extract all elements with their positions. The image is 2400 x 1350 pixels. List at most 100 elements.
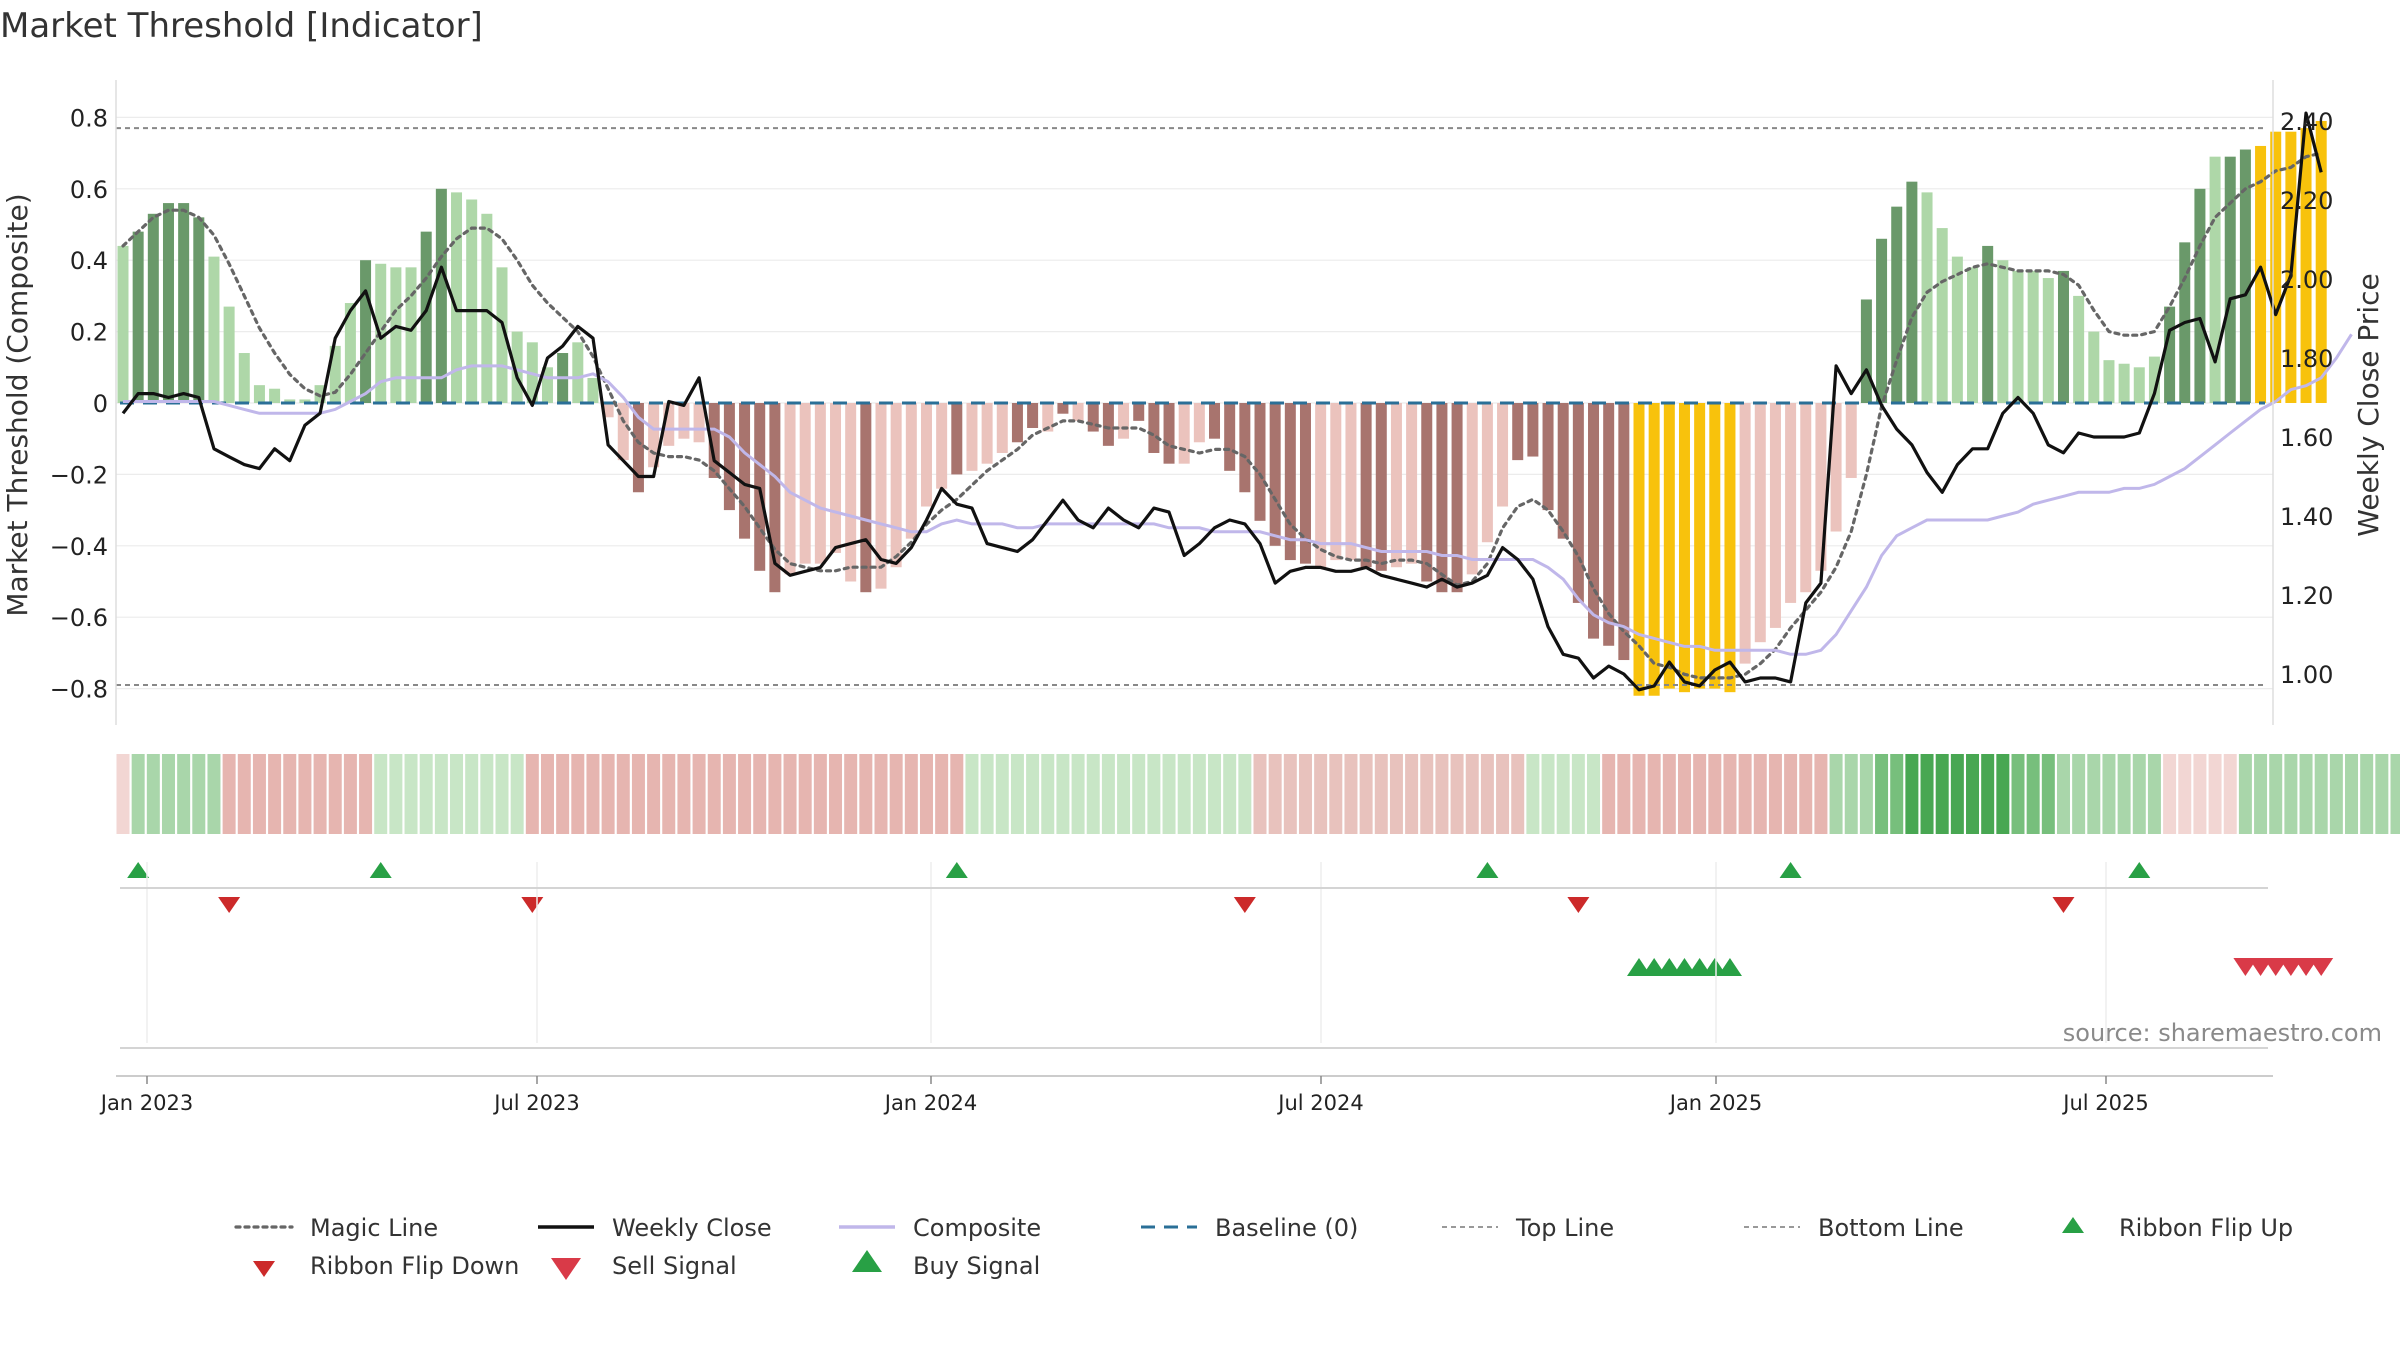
composite-bar (1921, 192, 1933, 403)
ribbon-segment (722, 754, 736, 834)
composite-bar (2042, 278, 2054, 403)
ribbon-segment (889, 754, 903, 834)
ribbon-segment (1071, 754, 1085, 834)
legend-label: Magic Line (310, 1214, 438, 1242)
ribbon-segment (2208, 754, 2222, 834)
composite-bar (2057, 270, 2069, 403)
legend-swatch (852, 1250, 882, 1272)
ribbon-flip-down-marker (218, 897, 241, 913)
composite-bar (693, 403, 705, 443)
composite-bar (951, 403, 963, 475)
ribbon-segment (177, 754, 191, 834)
ribbon-segment (1450, 754, 1464, 834)
composite-bar (2209, 156, 2221, 403)
right-tick-label: 2.00 (2280, 266, 2333, 294)
ribbon-segment (2011, 754, 2025, 834)
composite-bar (1997, 260, 2009, 403)
ribbon-segment (1435, 754, 1449, 834)
ribbon-segment (1268, 754, 1282, 834)
magic-line (121, 151, 2323, 680)
ribbon-flip-up-marker (2128, 862, 2151, 878)
buy-signal-marker (1627, 958, 1651, 976)
ribbon-segment (116, 754, 130, 834)
composite-bar (1345, 403, 1357, 561)
sell-signal-marker (2263, 958, 2288, 976)
legend-label: Bottom Line (1818, 1214, 1964, 1242)
ribbon-segment (343, 754, 357, 834)
composite-bar (1542, 403, 1554, 511)
right-tick-label: 1.40 (2280, 503, 2333, 531)
left-tick-label: 0 (93, 390, 108, 418)
ribbon-segment (813, 754, 827, 834)
ribbon-segment (935, 754, 949, 834)
composite-bar (1663, 403, 1675, 689)
composite-bar (1102, 403, 1114, 446)
ribbon-segment (525, 754, 539, 834)
legend-item: Bottom Line (1744, 1214, 1964, 1242)
ribbon-segment (904, 754, 918, 834)
composite-bar (1315, 403, 1327, 568)
composite-bar (2300, 128, 2312, 404)
ribbon-segment (1814, 754, 1828, 834)
composite-bar (1603, 403, 1615, 646)
composite-bar (147, 213, 159, 403)
dates-layer: Jan 2023 Jul 2023 Jan 2024 Jul 2024 Jan 2025… (99, 862, 2273, 1115)
composite-bar (572, 342, 584, 403)
composite-bar (193, 217, 205, 403)
date-tick-label: Jul 2024 (1276, 1091, 1363, 1115)
weekly-close-line (121, 111, 2323, 692)
ribbon-segment (283, 754, 297, 834)
ribbon-segment (616, 754, 630, 834)
ribbon-segment (2178, 754, 2192, 834)
composite-bar (1754, 403, 1766, 643)
ribbon-segment (2345, 754, 2359, 834)
ribbon-segment (1283, 754, 1297, 834)
sell-signal-marker (2233, 958, 2258, 976)
ribbon-segment (2132, 754, 2146, 834)
ribbon-segment (1496, 754, 1510, 834)
composite-bar (1785, 403, 1797, 603)
ribbon-segment (1632, 754, 1646, 834)
ribbon-segment (1223, 754, 1237, 834)
composite-bar (1512, 403, 1524, 461)
composite-bar (390, 267, 402, 403)
buy-signal-marker (1672, 958, 1697, 976)
ribbon-segment (374, 754, 388, 834)
composite-bar (1769, 403, 1781, 628)
ribbon-segment (1117, 754, 1131, 834)
ribbon-segment (707, 754, 721, 834)
ribbon-segment (1693, 754, 1707, 834)
legend-item: Composite (839, 1214, 1041, 1242)
legend-item: Ribbon Flip Down (253, 1252, 519, 1280)
ribbon-segment (2314, 754, 2328, 834)
composite-bar (936, 403, 948, 489)
ribbon-flip-up-marker (369, 862, 392, 878)
composite-bar (178, 203, 190, 403)
ribbon-segment (1647, 754, 1661, 834)
ribbon-segment (1723, 754, 1737, 834)
composite-bar (617, 403, 629, 461)
ribbon-segment (1192, 754, 1206, 834)
ribbon-segment (1389, 754, 1403, 834)
ribbon-segment (1829, 754, 1843, 834)
chart-title: Market Threshold [Indicator] (0, 6, 483, 46)
composite-bar (1876, 238, 1888, 403)
composite-bar (314, 385, 326, 403)
legend-label: Baseline (0) (1215, 1214, 1358, 1242)
composite-bar (1375, 403, 1387, 571)
legend-item: Sell Signal (551, 1252, 737, 1280)
ribbon-segment (1010, 754, 1024, 834)
composite-bar (1193, 403, 1205, 443)
composite-bar (1633, 403, 1645, 696)
ribbon-segment (1526, 754, 1540, 834)
ribbon-segment (1935, 754, 1949, 834)
composite-bar (830, 403, 842, 553)
ribbon-segment (1253, 754, 1267, 834)
ribbon-segment (798, 754, 812, 834)
ribbon-layer (116, 754, 2400, 834)
legend-label: Buy Signal (913, 1252, 1040, 1280)
ribbon-segment (1238, 754, 1252, 834)
right-tick-label: 1.00 (2280, 661, 2333, 689)
legend-item: Weekly Close (538, 1214, 772, 1242)
left-tick-label: 0.2 (70, 319, 108, 347)
